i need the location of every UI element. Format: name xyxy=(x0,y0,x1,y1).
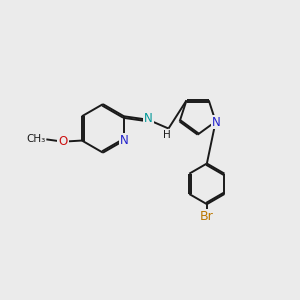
Text: H: H xyxy=(164,130,171,140)
Text: CH₃: CH₃ xyxy=(26,134,45,144)
Text: Br: Br xyxy=(200,210,214,223)
Text: N: N xyxy=(120,134,129,147)
Text: N: N xyxy=(212,116,221,128)
Text: N: N xyxy=(144,112,153,124)
Text: O: O xyxy=(58,135,68,148)
